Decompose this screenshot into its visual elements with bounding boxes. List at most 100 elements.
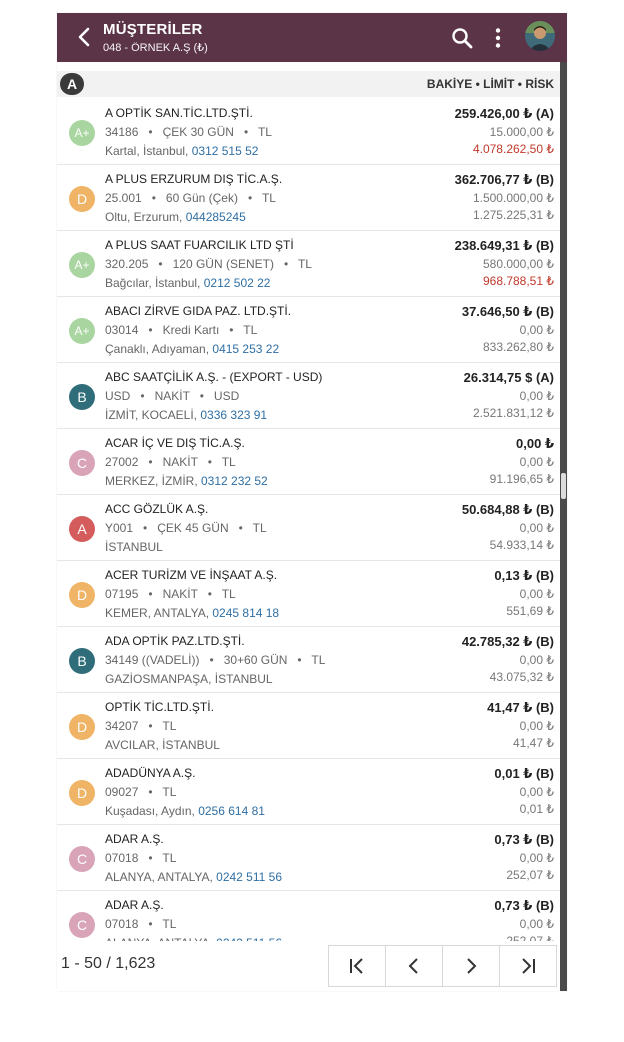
customer-location: AVCILAR, İSTANBUL <box>105 738 220 752</box>
customer-row[interactable]: C ADAR A.Ş. 07018 • TL ALANYA, ANTALYA, 024… <box>57 825 560 891</box>
separator-dot: • <box>197 587 222 601</box>
customer-name: A OPTİK SAN.TİC.LTD.ŞTİ. <box>105 106 253 120</box>
currency: TL <box>162 785 177 799</box>
separator-dot: • <box>197 455 222 469</box>
first-page-button[interactable] <box>328 945 386 987</box>
customer-limit: 15.000,00 ₺ <box>489 125 554 139</box>
customer-row[interactable]: C ACAR İÇ VE DIŞ TİC.A.Ş. 27002 • NAKİT • … <box>57 429 560 495</box>
customer-address: GAZİOSMANPAŞA, İSTANBUL <box>105 672 273 686</box>
more-vertical-icon[interactable] <box>486 26 510 50</box>
customer-phone[interactable]: 0312 232 52 <box>201 474 268 488</box>
customer-details: USD • NAKİT • USD <box>105 389 239 403</box>
customer-limit: 0,00 ₺ <box>519 917 554 931</box>
customer-details: 03014 • Kredi Kartı • TL <box>105 323 257 337</box>
separator-dot: • <box>199 653 224 667</box>
last-page-button[interactable] <box>499 945 557 987</box>
customer-phone[interactable]: 0415 253 22 <box>212 342 280 356</box>
customer-row[interactable]: A+ A PLUS SAAT FUARCILIK LTD ŞTİ 320.205 •… <box>57 231 560 297</box>
separator-dot: • <box>130 389 155 403</box>
customer-limit: 0,00 ₺ <box>519 653 554 667</box>
currency: TL <box>162 719 177 733</box>
currency: TL <box>297 257 312 271</box>
customer-row[interactable]: D A PLUS ERZURUM DIŞ TİC.A.Ş. 25.001 • 60 … <box>57 165 560 231</box>
customer-location: Bağcılar, İstanbul, <box>105 276 204 290</box>
customer-phone[interactable]: 0242 511 56 <box>216 870 282 884</box>
customer-details: 09027 • TL <box>105 785 176 799</box>
customer-code: 34207 <box>105 719 139 733</box>
separator-dot: • <box>148 257 173 271</box>
customer-phone[interactable]: 0312 515 52 <box>191 144 259 158</box>
prev-page-button[interactable] <box>385 945 443 987</box>
customer-phone[interactable]: 0336 323 91 <box>200 408 268 422</box>
customer-phone[interactable]: 0212 502 22 <box>203 276 271 290</box>
customer-details: 07018 • TL <box>105 917 176 931</box>
grade-badge: D <box>69 582 95 608</box>
currency: TL <box>243 323 258 337</box>
payment-terms: NAKİT <box>162 455 198 469</box>
customer-code: 27002 <box>105 455 139 469</box>
separator-dot: • <box>237 191 262 205</box>
separator-dot: • <box>138 323 163 337</box>
payment-terms: ÇEK 45 GÜN <box>157 521 229 535</box>
customer-risk: 252,07 ₺ <box>506 868 554 882</box>
customer-address: Oltu, Erzurum, 044285245 <box>105 210 246 224</box>
next-page-button[interactable] <box>442 945 500 987</box>
customer-risk: 91.196,65 ₺ <box>489 472 554 486</box>
customer-code: USD <box>105 389 131 403</box>
customer-phone[interactable]: 044285245 <box>185 210 246 224</box>
customer-row[interactable]: A+ ABACI ZİRVE GIDA PAZ. LTD.ŞTİ. 03014 • … <box>57 297 560 363</box>
last-page-icon <box>522 958 535 974</box>
customer-code: 07195 <box>105 587 139 601</box>
customer-location: ALANYA, ANTALYA, <box>105 870 217 884</box>
search-icon[interactable] <box>450 26 474 50</box>
page-title: MÜŞTERİLER <box>103 21 203 38</box>
customer-location: GAZİOSMANPAŞA, İSTANBUL <box>105 672 273 686</box>
first-page-icon <box>350 958 363 974</box>
separator-dot: • <box>138 785 163 799</box>
user-avatar[interactable] <box>525 21 555 51</box>
currency: TL <box>252 521 267 535</box>
customer-row[interactable]: A ACC GÖZLÜK A.Ş. Y001 • ÇEK 45 GÜN • TL İS… <box>57 495 560 561</box>
customer-row[interactable]: B ADA OPTİK PAZ.LTD.ŞTİ. 34149 ((VADELİ)) … <box>57 627 560 693</box>
customer-limit: 1.500.000,00 ₺ <box>472 191 554 205</box>
customer-details: Y001 • ÇEK 45 GÜN • TL <box>105 521 267 535</box>
customer-phone[interactable]: 0245 814 18 <box>212 606 280 620</box>
top-app-bar: MÜŞTERİLER 048 - ÖRNEK A.Ş (₺) <box>57 13 567 62</box>
customer-location: MERKEZ, İZMİR, <box>105 474 201 488</box>
customer-name: A PLUS ERZURUM DIŞ TİC.A.Ş. <box>105 172 283 186</box>
customer-balance: 26.314,75 $ (A) <box>463 370 554 385</box>
separator-dot: • <box>189 389 214 403</box>
back-arrow-icon[interactable] <box>73 25 97 49</box>
customer-row[interactable]: B ABC SAATÇİLİK A.Ş. - (EXPORT - USD) USD … <box>57 363 560 429</box>
customer-balance: 41,47 ₺ (B) <box>487 700 554 715</box>
customer-balance: 42.785,32 ₺ (B) <box>461 634 554 649</box>
customer-details: 34186 • ÇEK 30 GÜN • TL <box>105 125 272 139</box>
customer-code: 320.205 <box>105 257 149 271</box>
customer-address: KEMER, ANTALYA, 0245 814 18 <box>105 606 279 620</box>
separator-dot: • <box>228 521 253 535</box>
currency: TL <box>162 851 177 865</box>
separator-dot: • <box>138 587 163 601</box>
customer-address: İSTANBUL <box>105 540 163 554</box>
currency: USD <box>213 389 240 403</box>
scrollbar[interactable] <box>560 62 567 991</box>
customer-address: Çanaklı, Adıyaman, 0415 253 22 <box>105 342 279 356</box>
scrollbar-thumb[interactable] <box>561 473 566 499</box>
customer-phone[interactable]: 0256 614 81 <box>198 804 265 818</box>
separator-dot: • <box>138 719 163 733</box>
customer-row[interactable]: D ADADÜNYA A.Ş. 09027 • TL Kuşadası, Aydın,… <box>57 759 560 825</box>
customer-name: ADAR A.Ş. <box>105 832 164 846</box>
customer-code: 25.001 <box>105 191 142 205</box>
payment-terms: ÇEK 30 GÜN <box>162 125 234 139</box>
customer-location: Kuşadası, Aydın, <box>105 804 199 818</box>
customer-row[interactable]: D OPTİK TİC.LTD.ŞTİ. 34207 • TL AVCILAR, İ… <box>57 693 560 759</box>
customer-list: A+ A OPTİK SAN.TİC.LTD.ŞTİ. 34186 • ÇEK 30… <box>57 99 560 957</box>
customer-location: Oltu, Erzurum, <box>105 210 186 224</box>
customer-details: 25.001 • 60 Gün (Çek) • TL <box>105 191 276 205</box>
payment-terms: 60 Gün (Çek) <box>165 191 238 205</box>
separator-dot: • <box>138 125 163 139</box>
customer-row[interactable]: A+ A OPTİK SAN.TİC.LTD.ŞTİ. 34186 • ÇEK 30… <box>57 99 560 165</box>
currency: TL <box>221 587 236 601</box>
separator-dot: • <box>138 851 163 865</box>
customer-row[interactable]: D ACER TURİZM VE İNŞAAT A.Ş. 07195 • NAKİT… <box>57 561 560 627</box>
